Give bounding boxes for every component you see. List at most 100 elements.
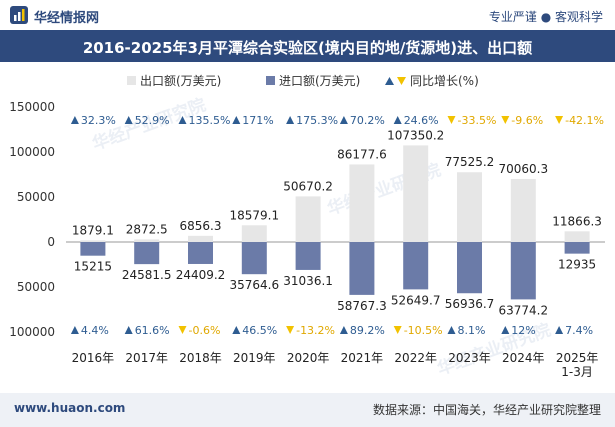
export-growth-up-triangle-icon [178, 116, 187, 124]
import-growth-label: 89.2% [350, 324, 385, 337]
import-growth-label: 7.4% [565, 324, 593, 337]
import-value-label: 58767.3 [337, 299, 387, 313]
import-growth-label: 12% [511, 324, 535, 337]
import-growth-up-triangle-icon [232, 326, 241, 334]
import-value-label: 63774.2 [498, 303, 548, 317]
import-growth-label: -0.6% [189, 324, 221, 337]
export-value-label: 50670.2 [283, 179, 333, 193]
y-tick-label: 50000 [17, 280, 55, 294]
export-bar [510, 178, 536, 242]
import-growth-up-triangle-icon [501, 326, 510, 334]
export-growth-up-triangle-icon [124, 116, 133, 124]
legend-swatch-export [127, 76, 136, 85]
import-growth-label: 46.5% [242, 324, 277, 337]
x-tick-label: 2022年 [394, 351, 437, 365]
export-growth-label: 70.2% [350, 114, 385, 127]
import-growth-up-triangle-icon [70, 326, 79, 334]
x-tick-label: 2024年 [502, 351, 545, 365]
import-value-label: 24581.5 [122, 268, 172, 282]
export-bar [564, 231, 590, 242]
import-growth-down-triangle-icon [393, 326, 402, 334]
export-growth-label: 135.5% [189, 114, 231, 127]
y-tick-label: 150000 [9, 100, 55, 114]
footer-bar [0, 393, 615, 427]
import-value-label: 15215 [74, 260, 112, 274]
x-tick-label: 2019年 [233, 351, 276, 365]
chart-title: 2016-2025年3月平潭综合实验区(境内目的地/货源地)进、出口额 [82, 39, 533, 57]
import-value-label: 52649.7 [391, 293, 441, 307]
export-bar [349, 164, 375, 242]
import-bar [295, 242, 321, 270]
x-tick-label: 2020年 [287, 351, 330, 365]
legend-label-growth: 同比增长(%) [410, 74, 479, 88]
footer-url[interactable]: www.huaon.com [14, 401, 126, 415]
export-growth-down-triangle-icon [501, 116, 510, 124]
import-value-label: 56936.7 [445, 297, 495, 311]
y-tick-label: 0 [47, 235, 55, 249]
legend-label-import: 进口额(万美元) [279, 74, 360, 88]
y-tick-label: 100000 [9, 145, 55, 159]
export-value-label: 77525.2 [445, 155, 495, 169]
x-tick-label: 2021年 [341, 351, 384, 365]
export-growth-down-triangle-icon [555, 116, 564, 124]
export-value-label: 11866.3 [552, 214, 602, 228]
import-bar [457, 242, 482, 294]
export-bar [80, 240, 106, 242]
export-bar [188, 235, 213, 242]
legend-label-export: 出口额(万美元) [140, 74, 221, 88]
export-growth-label: 52.9% [135, 114, 170, 127]
import-value-label: 24409.2 [176, 268, 226, 282]
import-growth-down-triangle-icon [286, 326, 295, 334]
export-growth-up-triangle-icon [393, 116, 402, 124]
legend-down-triangle-icon [397, 77, 406, 85]
export-value-label: 6856.3 [180, 219, 222, 233]
title-bar [0, 30, 615, 62]
export-growth-label: 32.3% [81, 114, 116, 127]
export-bar [134, 239, 160, 242]
import-bar [80, 242, 106, 256]
export-growth-down-triangle-icon [447, 116, 456, 124]
import-value-label: 35764.6 [229, 278, 279, 292]
top-bar: 华经情报网 专业严谨 ● 客观科学 [0, 0, 615, 30]
huajing-logo-icon [10, 6, 28, 24]
import-growth-up-triangle-icon [339, 326, 348, 334]
import-growth-label: -10.5% [404, 324, 443, 337]
export-growth-label: -42.1% [565, 114, 604, 127]
export-growth-label: 175.3% [296, 114, 338, 127]
import-growth-up-triangle-icon [447, 326, 456, 334]
import-bar [241, 242, 267, 275]
import-growth-label: 8.1% [458, 324, 486, 337]
export-bar [403, 145, 429, 242]
export-growth-up-triangle-icon [232, 116, 241, 124]
export-growth-up-triangle-icon [286, 116, 295, 124]
y-tick-label: 100000 [9, 325, 55, 339]
import-bar [564, 242, 590, 254]
export-value-label: 18579.1 [229, 208, 279, 222]
export-value-label: 107350.2 [387, 128, 444, 142]
x-tick-label: 2023年 [448, 351, 491, 365]
legend-swatch-import [266, 76, 275, 85]
export-growth-label: -9.6% [511, 114, 543, 127]
import-bar [510, 242, 536, 300]
import-bar [349, 242, 375, 295]
import-growth-label: -13.2% [296, 324, 335, 337]
import-value-label: 31036.1 [283, 274, 333, 288]
export-growth-label: -33.5% [458, 114, 497, 127]
legend-up-triangle-icon [385, 77, 394, 85]
export-value-label: 86177.6 [337, 147, 387, 161]
export-growth-up-triangle-icon [70, 116, 79, 124]
footer-source: 数据来源：中国海关，华经产业研究院整理 [372, 403, 601, 417]
brand-name: 华经情报网 [34, 11, 100, 26]
export-value-label: 2872.5 [126, 222, 168, 236]
x-tick-label: 2025年 [556, 351, 599, 365]
export-bar [457, 172, 482, 242]
export-value-label: 70060.3 [498, 162, 548, 176]
y-tick-label: 50000 [17, 190, 55, 204]
import-growth-label: 4.4% [81, 324, 109, 337]
import-bar [134, 242, 160, 265]
import-value-label: 12935 [558, 258, 596, 272]
import-growth-label: 61.6% [135, 324, 170, 337]
x-tick-label: 1-3月 [561, 365, 593, 379]
